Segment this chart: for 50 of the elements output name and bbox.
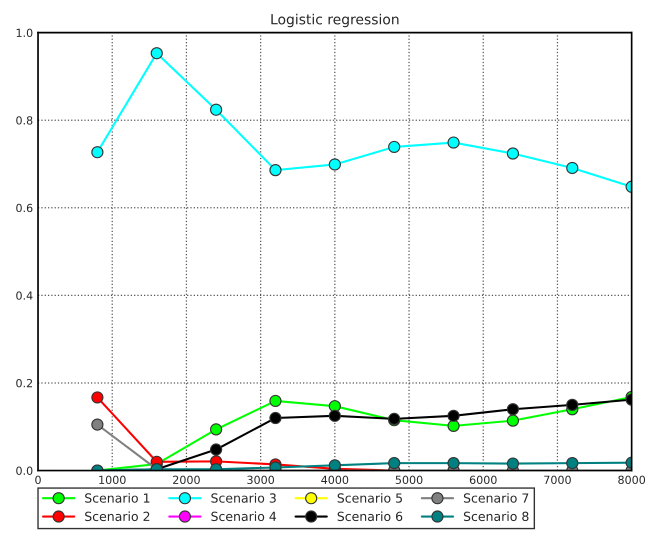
point	[91, 391, 104, 404]
point	[566, 398, 578, 411]
legend-label: Scenario 3	[211, 493, 276, 503]
point	[447, 420, 460, 432]
y-tick-label: 0.2	[16, 378, 32, 388]
legend-label: Scenario 4	[211, 511, 276, 522]
point	[566, 457, 578, 470]
legend-label: Scenario 7	[464, 493, 528, 503]
point	[150, 47, 163, 60]
x-tick-label: 7000	[544, 476, 571, 484]
point	[328, 459, 341, 471]
x-tick-label: 1000	[99, 476, 126, 484]
point	[210, 104, 222, 116]
x-tick-label: 8000	[618, 476, 646, 484]
point	[210, 443, 222, 456]
point	[269, 394, 282, 408]
point	[447, 457, 460, 470]
point	[447, 136, 460, 149]
point	[210, 423, 222, 436]
point	[91, 146, 104, 158]
chart-title: Logistic regression	[271, 14, 398, 28]
point	[328, 410, 341, 422]
x-tick-label: 4000	[321, 476, 348, 484]
y-tick-label: 0.0	[16, 466, 32, 475]
point	[269, 412, 282, 424]
x-tick-label: 2000	[173, 476, 200, 484]
point	[388, 457, 400, 470]
point	[506, 403, 520, 416]
legend-label: Scenario 8	[464, 511, 528, 522]
point	[506, 147, 520, 160]
point	[91, 418, 104, 431]
point	[447, 410, 460, 422]
x-tick-label: 5000	[396, 476, 422, 484]
legend-label: Scenario 2	[85, 511, 150, 522]
point	[506, 457, 520, 470]
y-tick-label: 1.0	[16, 28, 32, 38]
point	[388, 140, 400, 154]
y-tick-label: 0.8	[16, 116, 32, 125]
point	[328, 158, 341, 171]
x-tick-label: 0	[35, 476, 41, 484]
point	[566, 162, 578, 174]
legend-label: Scenario 6	[338, 511, 402, 522]
x-tick-label: 6000	[470, 476, 497, 484]
x-tick-label: 3000	[247, 476, 274, 484]
legend-label: Scenario 5	[338, 493, 402, 503]
point	[269, 164, 282, 176]
legend-label: Scenario 1	[85, 493, 150, 503]
y-tick-label: 0.4	[16, 291, 33, 300]
point	[506, 414, 520, 427]
y-tick-label: 0.6	[16, 204, 32, 212]
